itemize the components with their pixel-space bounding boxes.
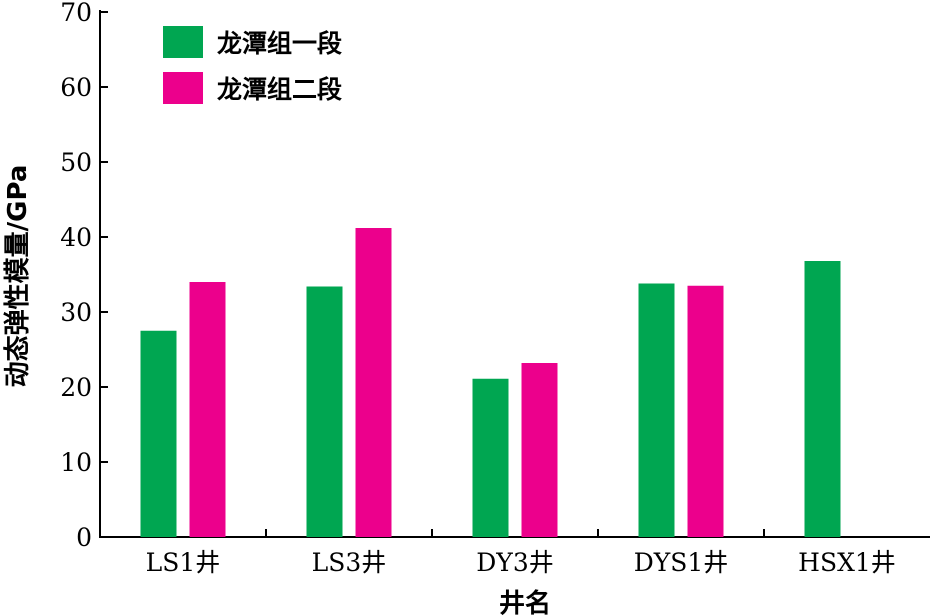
y-tick-label: 0 [76,523,92,552]
legend-label: 龙潭组二段 [217,75,342,104]
y-tick-label: 10 [60,448,92,477]
x-axis: LS1井 LS3井 DY3井 DYS1井 HSX1井 [100,529,930,577]
bar-1-2 [306,286,343,537]
bar-1-5 [804,261,841,537]
x-tick-label: HSX1井 [798,548,896,577]
x-tick-label: LS1井 [146,548,221,577]
bar-2-1 [189,282,226,537]
bar-2-2 [355,228,392,537]
bar-2-3 [521,363,558,537]
legend-swatch [163,26,203,58]
legend-swatch [163,72,203,104]
x-tick-label: LS3井 [312,548,387,577]
x-tick-label: DYS1井 [634,548,729,577]
bars [140,228,841,537]
bar-2-4 [687,285,724,537]
y-tick-label: 30 [60,298,92,327]
bar-1-1 [140,330,177,537]
y-tick-label: 60 [60,73,92,102]
y-tick-label: 70 [60,0,92,27]
x-axis-title: 井名 [499,588,551,616]
legend-label: 龙潭组一段 [217,29,342,58]
y-tick-label: 50 [60,148,92,177]
x-tick-label: DY3井 [476,548,553,577]
y-axis: 0 10 20 30 40 50 60 70 [60,0,108,552]
y-tick-label: 40 [60,223,92,252]
bar-1-3 [472,378,509,537]
bar-1-4 [638,283,675,537]
y-tick-label: 20 [60,373,92,402]
y-axis-title: 动态弹性模量/GPa [2,165,33,388]
